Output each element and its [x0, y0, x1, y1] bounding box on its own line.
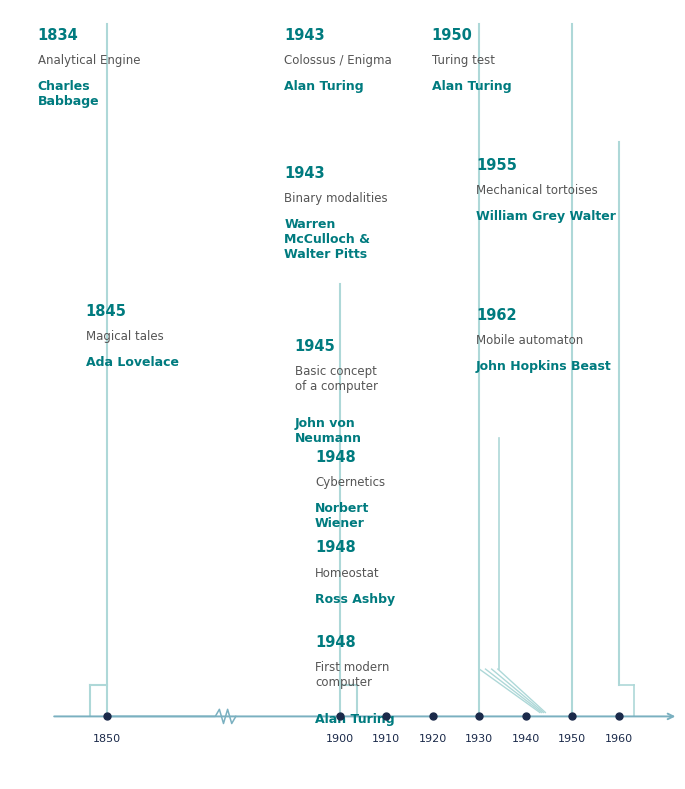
Text: 1834: 1834 [38, 28, 78, 43]
Text: Basic concept
of a computer: Basic concept of a computer [295, 365, 377, 393]
Text: 1962: 1962 [476, 308, 516, 323]
Text: 1948: 1948 [315, 450, 356, 465]
Text: William Grey Walter: William Grey Walter [476, 210, 616, 222]
Text: 1943: 1943 [284, 28, 325, 43]
Text: Alan Turing: Alan Turing [432, 80, 511, 92]
Text: Homeostat: Homeostat [315, 567, 379, 579]
Text: Norbert
Wiener: Norbert Wiener [315, 502, 369, 529]
Text: Cybernetics: Cybernetics [315, 476, 385, 488]
Text: 1945: 1945 [295, 339, 335, 354]
Text: 1955: 1955 [476, 158, 517, 173]
Text: Magical tales: Magical tales [86, 330, 164, 342]
Text: Mechanical tortoises: Mechanical tortoises [476, 184, 598, 196]
Text: John Hopkins Beast: John Hopkins Beast [476, 360, 612, 372]
Text: Turing test: Turing test [432, 54, 495, 66]
Text: Binary modalities: Binary modalities [284, 192, 388, 204]
Text: 1900: 1900 [326, 734, 354, 744]
Text: 1950: 1950 [432, 28, 473, 43]
Text: 1850: 1850 [93, 734, 121, 744]
Text: 1910: 1910 [372, 734, 400, 744]
Text: 1948: 1948 [315, 540, 356, 555]
Text: Warren
McCulloch &
Walter Pitts: Warren McCulloch & Walter Pitts [284, 218, 371, 260]
Text: 1950: 1950 [558, 734, 586, 744]
Text: 1943: 1943 [284, 166, 325, 181]
Text: Analytical Engine: Analytical Engine [38, 54, 140, 66]
Text: 1940: 1940 [512, 734, 540, 744]
Text: 1920: 1920 [419, 734, 447, 744]
Text: Alan Turing: Alan Turing [315, 713, 395, 726]
Text: Ross Ashby: Ross Ashby [315, 593, 395, 605]
Text: Colossus / Enigma: Colossus / Enigma [284, 54, 392, 66]
Text: Mobile automaton: Mobile automaton [476, 334, 584, 346]
Text: 1960: 1960 [605, 734, 633, 744]
Text: 1930: 1930 [465, 734, 493, 744]
Text: 1948: 1948 [315, 635, 356, 650]
Text: 1845: 1845 [86, 304, 127, 319]
Text: Alan Turing: Alan Turing [284, 80, 364, 92]
Text: Ada Lovelace: Ada Lovelace [86, 356, 179, 368]
Text: Charles
Babbage: Charles Babbage [38, 80, 99, 107]
Text: First modern
computer: First modern computer [315, 661, 390, 689]
Text: John von
Neumann: John von Neumann [295, 417, 362, 445]
